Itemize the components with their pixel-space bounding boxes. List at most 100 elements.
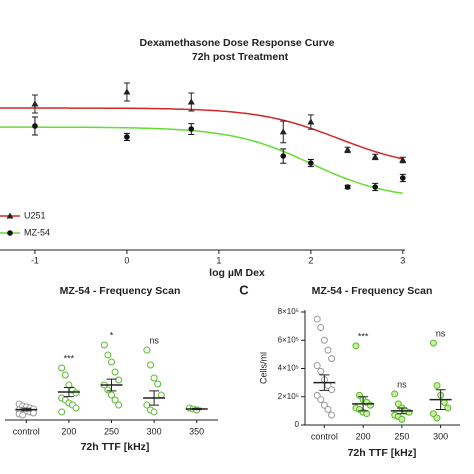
data-point bbox=[108, 391, 115, 399]
data-point bbox=[328, 386, 336, 394]
fit-curve bbox=[0, 126, 403, 195]
data-point bbox=[72, 389, 80, 397]
data-point bbox=[328, 355, 336, 363]
chart-subtitle: 72h post Treatment bbox=[192, 51, 289, 63]
marker bbox=[371, 153, 379, 160]
chart-title: Dexamethasone Dose Response Curve bbox=[140, 37, 335, 49]
x-tick-label: 2 bbox=[308, 255, 313, 265]
data-point bbox=[100, 341, 108, 349]
x-axis-label: log µM Dex bbox=[209, 267, 265, 279]
data-point bbox=[58, 408, 66, 416]
data-point bbox=[154, 380, 162, 388]
x-tick-label: control bbox=[311, 431, 338, 441]
data-point bbox=[317, 396, 325, 404]
data-point bbox=[150, 374, 158, 382]
significance-label: ns bbox=[149, 335, 159, 345]
sem-bar bbox=[358, 396, 369, 412]
significance-label: ns bbox=[436, 328, 446, 338]
marker bbox=[187, 98, 195, 105]
x-tick-label: 350 bbox=[189, 426, 204, 436]
marker bbox=[31, 100, 39, 107]
fit-curve bbox=[0, 107, 403, 160]
legend-marker bbox=[7, 230, 13, 236]
marker bbox=[32, 123, 38, 129]
data-point bbox=[104, 386, 112, 394]
data-point bbox=[320, 336, 328, 344]
sem-bar bbox=[319, 374, 330, 391]
sem-bar bbox=[149, 390, 160, 406]
marker bbox=[307, 118, 315, 125]
y-axis-label: Cells/ml bbox=[258, 352, 268, 384]
data-point bbox=[143, 346, 151, 354]
marker bbox=[372, 184, 379, 190]
x-tick-label: 1 bbox=[216, 255, 221, 265]
data-point bbox=[72, 404, 80, 412]
marker bbox=[400, 175, 406, 181]
significance-label: * bbox=[110, 330, 114, 340]
y-tick-label: 0 bbox=[295, 420, 300, 429]
x-tick-label: 3 bbox=[400, 255, 405, 265]
sem-bar bbox=[435, 389, 446, 410]
data-point bbox=[328, 411, 336, 419]
x-tick-label: control bbox=[13, 426, 40, 436]
data-point bbox=[324, 405, 332, 413]
marker bbox=[123, 88, 131, 95]
marker bbox=[308, 160, 314, 166]
data-point bbox=[391, 390, 399, 398]
data-point bbox=[317, 367, 325, 375]
data-point bbox=[313, 315, 321, 323]
y-tick-label: 6×10⁵ bbox=[278, 335, 299, 344]
x-tick-label: 300 bbox=[433, 431, 448, 441]
x-tick-label: 200 bbox=[61, 426, 76, 436]
marker bbox=[344, 184, 351, 190]
data-point bbox=[324, 346, 332, 354]
y-tick-label: 2×10⁵ bbox=[278, 392, 299, 401]
data-point bbox=[147, 361, 154, 369]
data-point bbox=[111, 396, 119, 404]
data-point bbox=[30, 409, 37, 417]
data-point bbox=[444, 404, 452, 412]
marker bbox=[188, 126, 195, 132]
y-tick-label: 8×10⁵ bbox=[278, 307, 299, 316]
marker bbox=[124, 134, 130, 140]
marker bbox=[280, 153, 287, 159]
x-tick-label: 250 bbox=[104, 426, 119, 436]
legend-marker bbox=[6, 212, 14, 219]
sem-bar bbox=[191, 407, 202, 411]
data-point bbox=[352, 342, 360, 350]
sem-bar bbox=[63, 387, 74, 398]
data-point bbox=[363, 410, 371, 418]
data-point bbox=[398, 415, 406, 423]
sem-bar bbox=[21, 407, 32, 412]
sem-bar bbox=[106, 378, 117, 392]
data-point bbox=[19, 411, 27, 419]
x-tick-label: -1 bbox=[31, 255, 39, 265]
x-tick-label: 200 bbox=[356, 431, 371, 441]
significance-label: ns bbox=[397, 379, 407, 389]
x-axis-label: 72h TTF [kHz] bbox=[348, 447, 417, 459]
x-axis-label: 72h TTF [kHz] bbox=[81, 441, 150, 453]
data-point bbox=[157, 391, 165, 399]
data-point bbox=[433, 414, 441, 422]
panel-label: C bbox=[239, 282, 249, 297]
data-point bbox=[61, 371, 69, 379]
data-point bbox=[108, 358, 115, 366]
chart-title: MZ-54 - Frequency Scan bbox=[312, 285, 433, 297]
marker bbox=[344, 146, 352, 153]
y-tick-label: 4×10⁵ bbox=[278, 364, 299, 373]
marker bbox=[279, 128, 287, 135]
x-tick-label: 0 bbox=[124, 255, 129, 265]
sem-bar bbox=[396, 407, 407, 415]
data-point bbox=[429, 339, 437, 347]
marker bbox=[399, 156, 407, 163]
x-tick-label: 300 bbox=[147, 426, 162, 436]
x-tick-label: 250 bbox=[394, 431, 409, 441]
data-point bbox=[317, 324, 325, 332]
data-point bbox=[104, 351, 112, 359]
chart-title: MZ-54 - Frequency Scan bbox=[60, 285, 181, 297]
data-point bbox=[313, 362, 321, 370]
significance-label: *** bbox=[64, 353, 75, 363]
legend-label: U251 bbox=[24, 210, 46, 220]
data-point bbox=[433, 381, 441, 389]
data-point bbox=[111, 368, 119, 376]
